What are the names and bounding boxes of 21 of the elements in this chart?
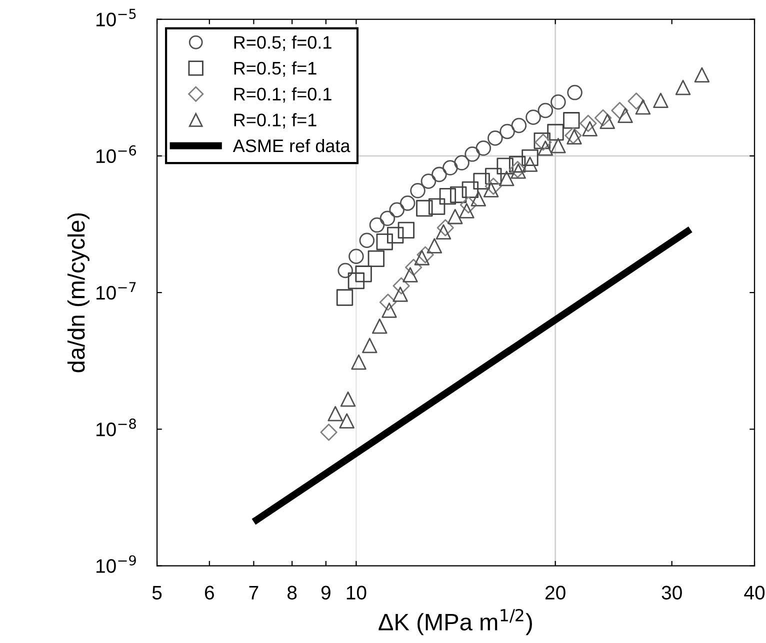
y-tick-label: 10$^{−9}$ bbox=[96, 555, 136, 573]
x-tick-label: 9 bbox=[321, 586, 330, 600]
x-tick-label: 8 bbox=[288, 586, 297, 600]
x-axis-title: ΔK (MPa m$^{1/2}$) bbox=[378, 608, 532, 636]
x-tick-label: 20 bbox=[546, 586, 566, 600]
legend-label: ASME ref data bbox=[232, 138, 350, 152]
x-tick-label: 40 bbox=[744, 586, 765, 600]
y-tick-label: 10$^{−8}$ bbox=[96, 418, 136, 436]
legend-label: R=0.1; f=0.1 bbox=[234, 87, 332, 103]
x-tick-label: 6 bbox=[204, 586, 214, 600]
x-tick-label: 30 bbox=[662, 586, 682, 600]
legend-label: R=0.1; f=1 bbox=[234, 113, 316, 129]
x-tick-label: 5 bbox=[152, 586, 162, 600]
y-tick-label: 10$^{−5}$ bbox=[96, 8, 136, 26]
legend-label: R=0.5; f=0.1 bbox=[234, 36, 332, 51]
x-tick-label: 10 bbox=[346, 586, 366, 600]
y-tick-label: 10$^{−7}$ bbox=[96, 282, 136, 300]
y-tick-label: 10$^{−6}$ bbox=[96, 145, 136, 164]
y-axis-title: da/dn (m/cycle) bbox=[67, 213, 90, 372]
legend-label: R=0.5; f=1 bbox=[234, 61, 316, 77]
x-tick-label: 7 bbox=[249, 586, 258, 600]
